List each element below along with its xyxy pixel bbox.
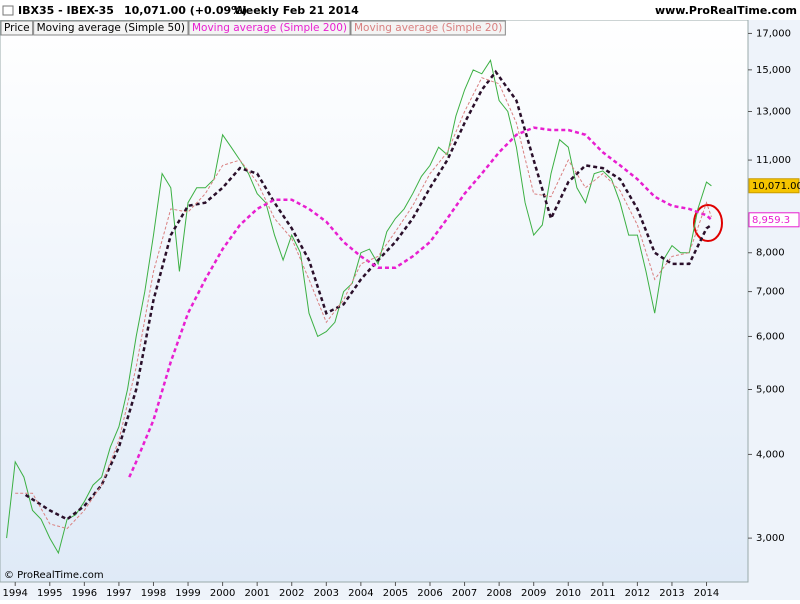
- x-tick-label: 2007: [452, 588, 477, 599]
- y-tick-label: 6,000: [756, 331, 785, 342]
- last-value-label: 10,071.00: [752, 181, 800, 192]
- x-tick-label: 2010: [556, 588, 581, 599]
- period: Weekly Feb 21 2014: [234, 4, 359, 17]
- header-bar: [0, 0, 800, 20]
- last-value-box: [748, 212, 800, 228]
- y-tick-label: 13,000: [756, 106, 791, 117]
- last-value-box: [748, 178, 800, 194]
- symbol: IBX35 - IBEX-35: [18, 4, 114, 17]
- last-value-label: 8,959.3: [752, 215, 790, 226]
- y-tick-label: 8,000: [756, 248, 785, 259]
- y-tick-label: 11,000: [756, 155, 791, 166]
- x-tick-label: 2000: [210, 588, 235, 599]
- x-tick-label: 1996: [72, 588, 97, 599]
- x-tick-label: 2006: [417, 588, 442, 599]
- quote: 10,071.00 (+0.09%): [124, 4, 247, 17]
- plot-area: [0, 19, 749, 583]
- legend-box: [0, 20, 34, 36]
- x-tick-label: 2005: [383, 588, 408, 599]
- x-tick-label: 2009: [521, 588, 546, 599]
- site: www.ProRealTime.com: [655, 4, 797, 17]
- legend-box: [33, 20, 189, 36]
- x-tick-label: 2002: [279, 588, 304, 599]
- legend: Price Moving average (Simple 50) Moving av…: [0, 20, 506, 36]
- series-line: [128, 126, 713, 478]
- series-line: [24, 69, 713, 521]
- x-tick-label: 2004: [348, 588, 373, 599]
- x-tick-label: 2003: [314, 588, 339, 599]
- series-line: [15, 77, 712, 530]
- legend-box: [350, 20, 506, 36]
- series-line: [6, 59, 712, 555]
- x-tick-label: 2012: [625, 588, 650, 599]
- legend-box: [188, 20, 351, 36]
- x-tick-label: 2013: [659, 588, 684, 599]
- legend-label: Moving average (Simple 20): [354, 22, 502, 34]
- y-tick-label: 3,000: [756, 533, 785, 544]
- copyright: © ProRealTime.com: [4, 570, 104, 581]
- legend-label: Moving average (Simple 200): [192, 22, 347, 34]
- y-tick-label: 15,000: [756, 65, 791, 76]
- y-tick-label: 5,000: [756, 384, 785, 395]
- x-tick-label: 1994: [2, 588, 27, 599]
- y-tick-label: 7,000: [756, 287, 785, 298]
- y-tick-label: 4,000: [756, 449, 785, 460]
- symbol-icon: [2, 5, 14, 16]
- legend-label: Price: [4, 22, 30, 34]
- x-tick-label: 2008: [486, 588, 511, 599]
- x-tick-label: 1997: [106, 588, 131, 599]
- legend-label: Moving average (Simple 50): [37, 22, 185, 34]
- x-tick-label: 2011: [590, 588, 615, 599]
- x-tick-label: 1995: [37, 588, 62, 599]
- x-tick-label: 2014: [694, 588, 719, 599]
- y-tick-label: 17,000: [756, 28, 791, 39]
- x-tick-label: 1999: [175, 588, 200, 599]
- x-tick-label: 2001: [244, 588, 269, 599]
- x-tick-label: 1998: [141, 588, 166, 599]
- highlight-circle: [693, 204, 723, 242]
